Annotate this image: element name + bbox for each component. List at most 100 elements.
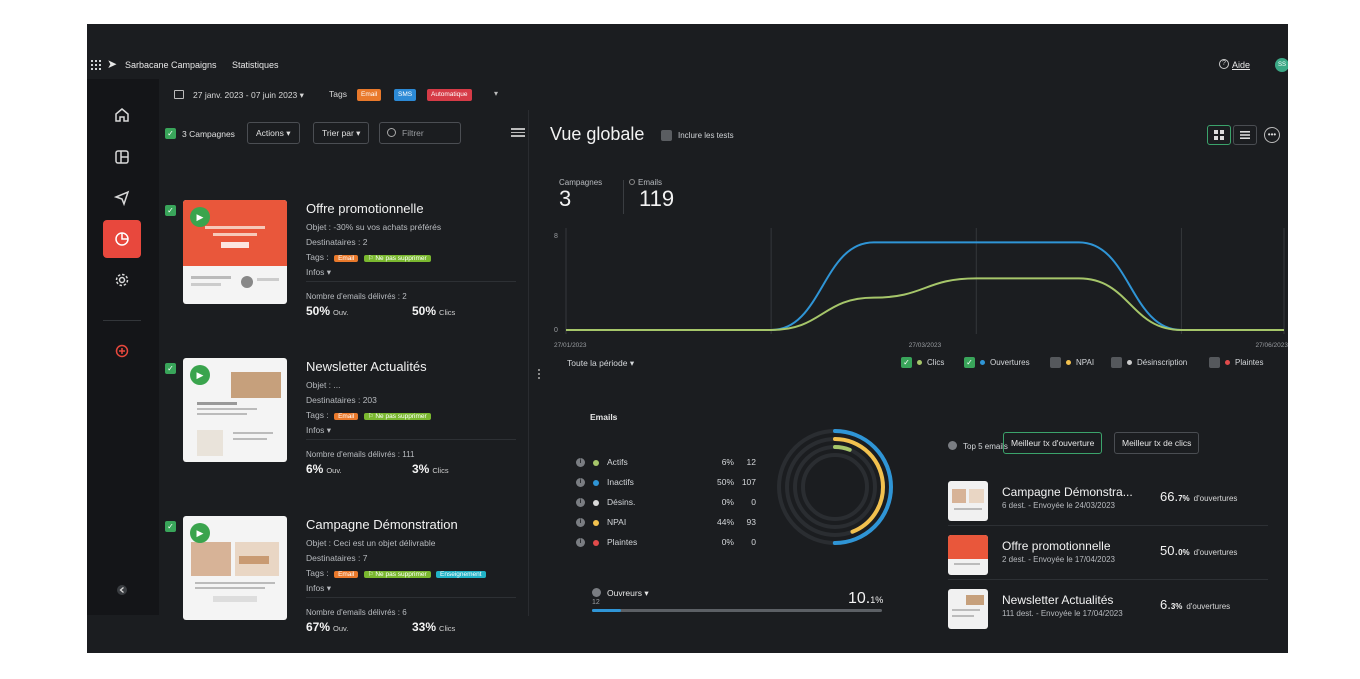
campaign-title[interactable]: Campagne Démonstration <box>306 517 458 532</box>
campaign-checkbox[interactable]: ✓ <box>165 363 176 374</box>
legend-checkbox[interactable]: ✓ <box>901 357 912 369</box>
more-options-icon[interactable]: ••• <box>1264 127 1280 143</box>
infos-toggle[interactable]: Infos ▾ <box>306 425 332 435</box>
card-divider <box>306 281 516 282</box>
email-stat-percent: 50% <box>716 477 734 487</box>
campaign-thumbnail[interactable]: ▶ <box>183 200 287 304</box>
help-link[interactable]: Aide <box>1232 60 1251 70</box>
legend-item-plaintes[interactable]: Plaintes <box>1209 357 1263 369</box>
top5-title[interactable]: Newsletter Actualités <box>1002 593 1114 607</box>
donut-segment-actifs <box>793 445 877 529</box>
top5-divider <box>948 579 1268 580</box>
top5-item[interactable]: Newsletter Actualités 111 dest. - Envoyée… <box>948 587 1268 633</box>
info-icon[interactable]: i <box>576 458 585 467</box>
campaign-thumbnail[interactable]: ▶ <box>183 358 287 462</box>
page-name[interactable]: Statistiques <box>232 60 279 70</box>
include-tests-checkbox[interactable] <box>661 130 672 141</box>
app-name[interactable]: Sarbacane Campaigns <box>125 60 217 70</box>
email-stat-count: 107 <box>741 477 756 487</box>
tag-email[interactable]: Email <box>334 413 359 420</box>
grid-view-button[interactable] <box>1207 125 1231 145</box>
legend-checkbox[interactable] <box>1050 357 1061 369</box>
tag-filter-sms[interactable]: SMS <box>394 89 417 101</box>
tag-enseignement[interactable]: Enseignement <box>436 571 486 578</box>
tag-keep[interactable]: ⚐ Ne pas supprimer <box>363 255 431 262</box>
tag-filter-automatique[interactable]: Automatique <box>427 89 472 101</box>
pie-chart-icon <box>115 232 129 246</box>
top-bar: ➤ Sarbacane Campaigns Statistiques ? Aid… <box>87 54 1288 78</box>
select-all-checkbox[interactable]: ✓ <box>165 128 176 139</box>
top5-title[interactable]: Offre promotionnelle <box>1002 539 1111 553</box>
top5-thumbnail[interactable] <box>948 535 988 575</box>
tag-email[interactable]: Email <box>334 255 359 262</box>
top5-item[interactable]: Campagne Démonstra... 6 dest. - Envoyée l… <box>948 479 1268 526</box>
nav-add[interactable] <box>103 332 141 370</box>
nav-templates[interactable] <box>103 138 141 176</box>
open-rate: 50% Ouv. <box>306 304 349 318</box>
campaign-card[interactable]: ✓ ▶ Newsletter Actualités Objet : ... De… <box>159 355 529 505</box>
tags-dropdown-icon[interactable]: ▾ <box>494 89 499 98</box>
top5-thumbnail[interactable] <box>948 589 988 629</box>
play-icon[interactable]: ▶ <box>190 523 210 543</box>
legend-item-ouvertures[interactable]: ✓ Ouvertures <box>964 357 1030 369</box>
nav-settings[interactable] <box>103 261 141 299</box>
infos-toggle[interactable]: Infos ▾ <box>306 583 332 593</box>
email-stat-label: Inactifs <box>607 477 634 487</box>
legend-checkbox[interactable] <box>1209 357 1220 369</box>
legend-checkbox[interactable]: ✓ <box>964 357 975 369</box>
tab-best-open-rate[interactable]: Meilleur tx d'ouverture <box>1003 432 1103 454</box>
list-view-button[interactable] <box>1233 125 1257 145</box>
top5-title[interactable]: Campagne Démonstra... <box>1002 485 1133 499</box>
info-icon[interactable]: i <box>576 498 585 507</box>
campaign-card[interactable]: ✓ ▶ Offre promotionnelle Objet : -30% su… <box>159 197 529 347</box>
campaign-thumbnail[interactable]: ▶ <box>183 516 287 620</box>
tag-email[interactable]: Email <box>334 571 359 578</box>
date-range-selector[interactable]: 27 janv. 2023 - 07 juin 2023 ▾ <box>193 90 304 100</box>
campaign-subject: Objet : -30% su vos achats préférés <box>306 222 442 232</box>
info-icon[interactable]: i <box>576 478 585 487</box>
nav-home[interactable] <box>103 96 141 134</box>
info-icon[interactable]: i <box>576 518 585 527</box>
click-rate: 3% Clics <box>412 462 449 476</box>
openers-percentage: 10.1% <box>848 590 884 607</box>
collapse-icon <box>117 585 127 595</box>
panel-resize-handle[interactable] <box>538 369 541 383</box>
info-icon[interactable]: i <box>576 538 585 547</box>
list-toolbar: ✓ 3 Campagnes Actions ▾ Trier par ▾ Filt… <box>159 110 529 144</box>
campaign-tags: Tags : Email ⚐ Ne pas supprimer <box>306 252 431 265</box>
avatar[interactable]: SS <box>1275 58 1288 72</box>
campaign-card[interactable]: ✓ ▶ Campagne Démonstration Objet : Ceci … <box>159 513 529 653</box>
campaign-title[interactable]: Offre promotionnelle <box>306 201 424 216</box>
tag-keep[interactable]: ⚐ Ne pas supprimer <box>363 413 431 420</box>
period-selector[interactable]: Toute la période ▾ <box>567 358 635 368</box>
legend-item-npai[interactable]: NPAI <box>1050 357 1094 369</box>
legend-checkbox[interactable] <box>1111 357 1122 369</box>
actions-button[interactable]: Actions ▾ <box>247 122 300 144</box>
legend-item-clics[interactable]: ✓ Clics <box>901 357 944 369</box>
legend-item-désinscription[interactable]: Désinscription <box>1111 357 1187 369</box>
top5-item[interactable]: Offre promotionnelle 2 dest. - Envoyée le… <box>948 533 1268 580</box>
include-tests-label[interactable]: Inclure les tests <box>678 131 734 140</box>
status-dot <box>593 540 599 546</box>
top5-thumbnail[interactable] <box>948 481 988 521</box>
nav-collapse[interactable] <box>103 571 141 609</box>
play-icon[interactable]: ▶ <box>190 207 210 227</box>
sort-button[interactable]: Trier par ▾ <box>313 122 370 144</box>
tag-keep[interactable]: ⚐ Ne pas supprimer <box>363 571 431 578</box>
campaign-checkbox[interactable]: ✓ <box>165 521 176 532</box>
tag-filter-email[interactable]: Email <box>357 89 382 101</box>
openers-selector[interactable]: Ouvreurs ▾ <box>592 588 649 599</box>
nav-campaigns[interactable] <box>103 179 141 217</box>
nav-statistics[interactable] <box>103 220 141 258</box>
tab-best-click-rate[interactable]: Meilleur tx de clics <box>1114 432 1200 454</box>
campaign-title[interactable]: Newsletter Actualités <box>306 359 427 374</box>
play-icon[interactable]: ▶ <box>190 365 210 385</box>
campaign-checkbox[interactable]: ✓ <box>165 205 176 216</box>
tags-label: Tags <box>329 89 347 99</box>
app-grid-icon[interactable] <box>91 60 101 70</box>
calendar-icon[interactable] <box>174 90 184 99</box>
filter-input[interactable]: Filtrer <box>379 122 461 144</box>
infos-toggle[interactable]: Infos ▾ <box>306 267 332 277</box>
list-options-icon[interactable] <box>511 128 525 138</box>
help-icon[interactable]: ? <box>1219 59 1229 69</box>
